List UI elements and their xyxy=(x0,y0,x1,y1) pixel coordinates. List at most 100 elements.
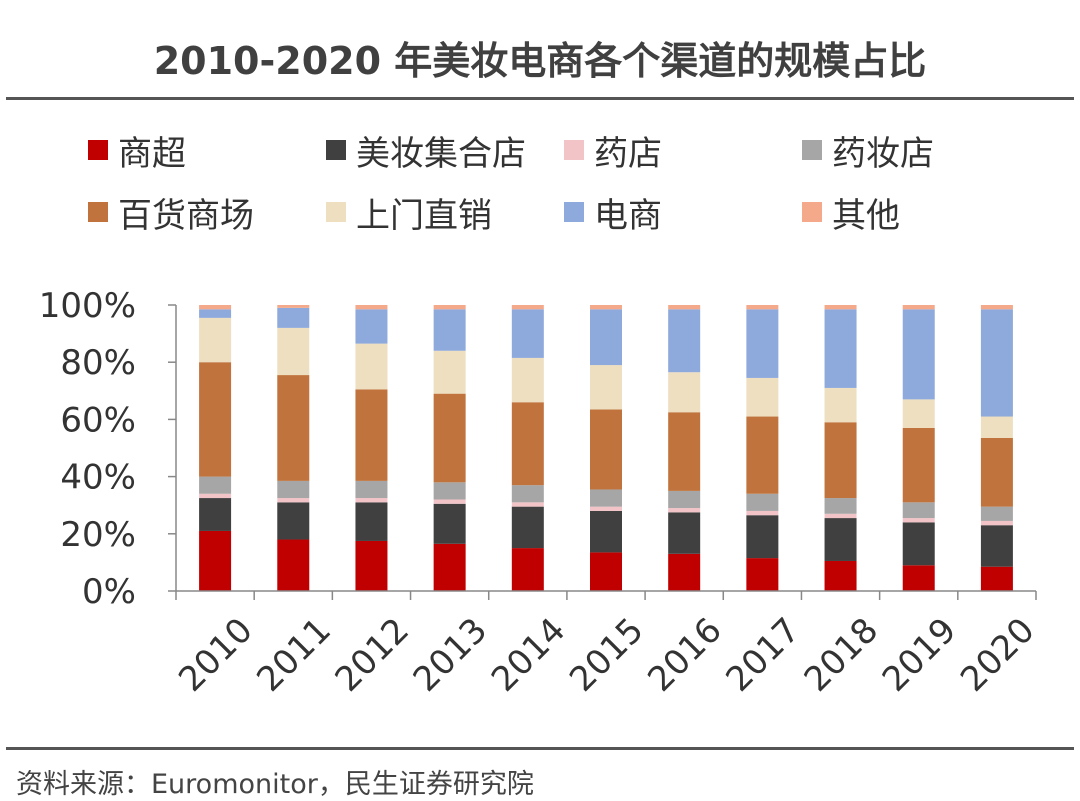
bar-segment xyxy=(590,309,622,366)
bar-segment xyxy=(433,499,466,504)
bar-segment xyxy=(824,422,857,499)
bar-segment xyxy=(746,493,779,511)
bar-segment xyxy=(199,476,232,494)
bar-segment xyxy=(980,525,1013,567)
legend-swatch xyxy=(88,140,108,160)
bar-segment xyxy=(199,317,232,363)
legend-label: 药妆店 xyxy=(832,133,934,174)
y-tick-label: 40% xyxy=(60,458,136,498)
x-tick-label: 2020 xyxy=(953,610,1042,699)
bar-segment xyxy=(668,412,701,491)
bar-segment xyxy=(355,502,388,541)
bar-segment xyxy=(590,552,622,591)
legend-item-department-store: 百货商场 xyxy=(88,192,254,236)
bar-segment xyxy=(590,365,622,410)
bar-segment xyxy=(277,502,310,540)
legend-item-drugstore: 药妆店 xyxy=(802,130,934,174)
bar-segment xyxy=(668,508,701,513)
legend-label: 商超 xyxy=(118,133,186,174)
bar-segment xyxy=(902,522,935,566)
legend-label: 百货商场 xyxy=(118,195,254,236)
legend-label: 其他 xyxy=(832,195,900,236)
bar-segment xyxy=(746,309,779,378)
bar-segment xyxy=(902,502,935,519)
bar-segment xyxy=(980,437,1013,507)
legend-label: 美妆集合店 xyxy=(356,133,526,174)
bar-segment xyxy=(746,305,779,310)
x-tick-label: 2018 xyxy=(797,610,886,699)
legend-swatch xyxy=(564,202,584,222)
bar-segment xyxy=(277,307,310,328)
bar-segment xyxy=(668,372,701,413)
bar-segment xyxy=(199,530,232,591)
bar-segment xyxy=(668,553,701,591)
bar-segment xyxy=(199,305,232,310)
bar-segment xyxy=(511,309,544,358)
bar-segment xyxy=(355,540,388,591)
bar-segment xyxy=(277,498,310,503)
bar-segment xyxy=(433,309,466,351)
legend-item-ecommerce: 电商 xyxy=(564,192,662,236)
bar-segment xyxy=(433,350,466,394)
legend-item-other: 其他 xyxy=(802,192,900,236)
bar-segment xyxy=(824,560,857,591)
legend-item-pharmacy: 药店 xyxy=(564,130,662,174)
bar-segment xyxy=(355,309,388,344)
y-tick-label: 0% xyxy=(82,572,136,612)
legend-swatch xyxy=(326,202,346,222)
bar-segment xyxy=(199,362,232,477)
bar-segment xyxy=(824,513,857,519)
x-tick-label: 2014 xyxy=(484,610,573,699)
y-tick-label: 80% xyxy=(60,343,136,383)
bar-segment xyxy=(277,539,310,591)
bar-segment xyxy=(511,506,544,549)
bar-segment xyxy=(746,558,779,591)
legend-label: 电商 xyxy=(594,195,662,236)
bar-segment xyxy=(824,387,857,423)
bar-segment xyxy=(824,498,857,514)
legend: 商超 美妆集合店 药店 药妆店 百货商场 上门直销 电商 其他 xyxy=(0,130,1080,250)
bar-segment xyxy=(668,490,701,509)
legend-swatch xyxy=(802,140,822,160)
bar-segment xyxy=(590,305,622,310)
bar-segment xyxy=(902,518,935,523)
bar-segment xyxy=(355,389,388,481)
bar-segment xyxy=(511,502,544,507)
bar-segment xyxy=(746,416,779,494)
bar-segment xyxy=(590,489,622,507)
legend-swatch xyxy=(564,140,584,160)
bar-segment xyxy=(511,305,544,310)
bar-segment xyxy=(433,503,466,544)
legend-label: 上门直销 xyxy=(356,195,492,236)
bar-segment xyxy=(980,416,1013,438)
x-tick-label: 2019 xyxy=(875,610,964,699)
bar-segment xyxy=(511,485,544,503)
source-note: 资料来源：Euromonitor，民生证券研究院 xyxy=(16,769,534,800)
bar-segment xyxy=(902,565,935,591)
legend-label: 药店 xyxy=(594,133,662,174)
bar-segment xyxy=(433,393,466,483)
bar-segment xyxy=(824,309,857,388)
y-tick-label: 20% xyxy=(60,515,136,555)
bar-segment xyxy=(668,512,701,554)
x-tick-label: 2012 xyxy=(328,610,417,699)
bar-segment xyxy=(355,498,388,503)
bar-segment xyxy=(511,402,544,486)
bar-segment xyxy=(199,309,232,318)
bar-segment xyxy=(746,377,779,417)
legend-item-beauty-store: 美妆集合店 xyxy=(326,130,526,174)
bar-segment xyxy=(511,357,544,403)
bar-segment xyxy=(902,427,935,503)
legend-swatch xyxy=(326,140,346,160)
legend-item-direct-selling: 上门直销 xyxy=(326,192,492,236)
bar-segment xyxy=(902,399,935,428)
bar-segment xyxy=(277,305,310,308)
stacked-bar-chart: 0%20%40%60%80%100%2010201120122013201420… xyxy=(39,286,1043,700)
bar-segment xyxy=(277,327,310,376)
bar-segment xyxy=(668,309,701,373)
bar-segment xyxy=(355,343,388,390)
x-tick-label: 2017 xyxy=(718,610,807,699)
legend-swatch xyxy=(88,202,108,222)
x-tick-label: 2010 xyxy=(171,610,260,699)
bar-segment xyxy=(980,309,1013,417)
